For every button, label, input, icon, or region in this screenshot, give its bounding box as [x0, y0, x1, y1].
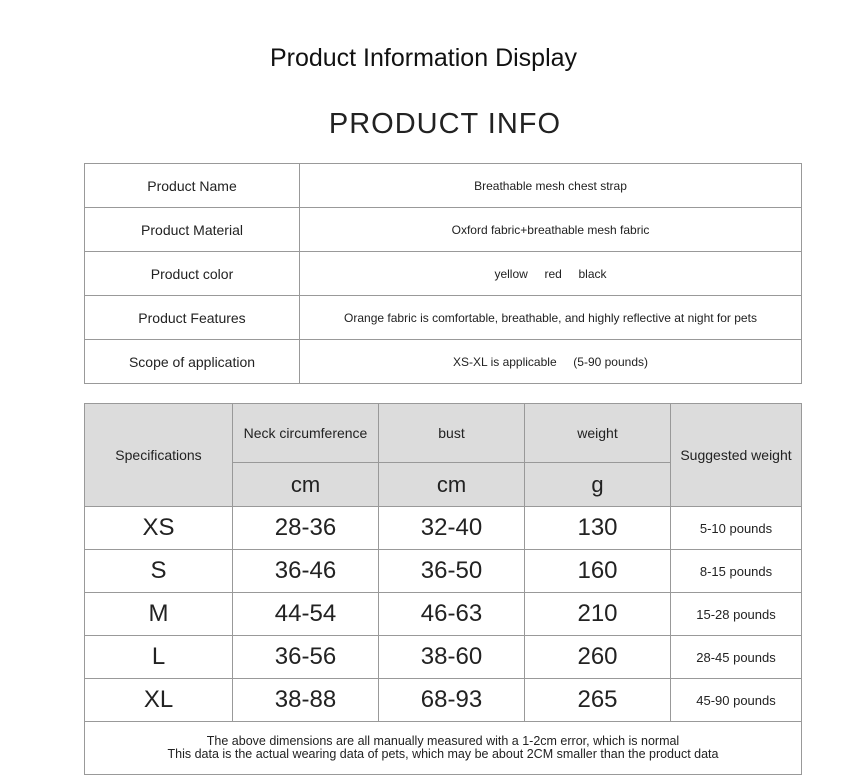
- cell-bust: 68-93: [378, 678, 525, 722]
- size-row: M 44-54 46-63 210 15-28 pounds: [84, 592, 802, 636]
- info-row: Product Features Orange fabric is comfort…: [84, 295, 802, 340]
- header-bust: bust: [378, 403, 525, 463]
- info-label: Scope of application: [84, 339, 300, 384]
- info-row: Scope of application XS-XL is applicable …: [84, 339, 802, 384]
- cell-bust: 32-40: [378, 506, 525, 550]
- info-label: Product color: [84, 251, 300, 296]
- cell-bust: 38-60: [378, 635, 525, 679]
- cell-size: L: [84, 635, 233, 679]
- cell-bust: 46-63: [378, 592, 525, 636]
- cell-bust: 36-50: [378, 549, 525, 593]
- cell-neck: 36-56: [232, 635, 379, 679]
- cell-weight: 210: [524, 592, 671, 636]
- cell-weight: 265: [524, 678, 671, 722]
- header-suggested-weight: Suggested weight: [670, 403, 802, 507]
- info-value: yellow red black: [299, 251, 802, 296]
- size-row: S 36-46 36-50 160 8-15 pounds: [84, 549, 802, 593]
- product-info-table: Product Name Breathable mesh chest strap P…: [84, 163, 802, 384]
- note-2: This data is the actual wearing data of …: [167, 747, 719, 761]
- cell-weight: 260: [524, 635, 671, 679]
- note-1: The above dimensions are all manually me…: [206, 734, 680, 748]
- cell-neck: 36-46: [232, 549, 379, 593]
- page-title: Product Information Display: [269, 44, 578, 72]
- info-value: XS-XL is applicable (5-90 pounds): [299, 339, 802, 384]
- info-row: Product Material Oxford fabric+breathable…: [84, 207, 802, 252]
- info-label: Product Name: [84, 163, 300, 208]
- size-chart-table: Specifications Neck circumference bust w…: [84, 403, 802, 775]
- cell-size: XS: [84, 506, 233, 550]
- info-value: Breathable mesh chest strap: [299, 163, 802, 208]
- size-row: L 36-56 38-60 260 28-45 pounds: [84, 635, 802, 679]
- cell-suggested: 45-90 pounds: [670, 678, 802, 722]
- info-row: Product Name Breathable mesh chest strap: [84, 163, 802, 208]
- cell-neck: 44-54: [232, 592, 379, 636]
- unit-weight: g: [524, 462, 671, 507]
- cell-suggested: 8-15 pounds: [670, 549, 802, 593]
- info-label: Product Material: [84, 207, 300, 252]
- cell-size: XL: [84, 678, 233, 722]
- cell-size: M: [84, 592, 233, 636]
- cell-neck: 28-36: [232, 506, 379, 550]
- info-value: Oxford fabric+breathable mesh fabric: [299, 207, 802, 252]
- info-label: Product Features: [84, 295, 300, 340]
- unit-neck: cm: [232, 462, 379, 507]
- cell-weight: 160: [524, 549, 671, 593]
- header-neck: Neck circumference: [232, 403, 379, 463]
- size-row: XL 38-88 68-93 265 45-90 pounds: [84, 678, 802, 722]
- unit-bust: cm: [378, 462, 525, 507]
- cell-size: S: [84, 549, 233, 593]
- cell-suggested: 15-28 pounds: [670, 592, 802, 636]
- cell-suggested: 28-45 pounds: [670, 635, 802, 679]
- section-title: PRODUCT INFO: [328, 108, 562, 140]
- cell-suggested: 5-10 pounds: [670, 506, 802, 550]
- info-row: Product color yellow red black: [84, 251, 802, 296]
- footnote: The above dimensions are all manually me…: [84, 721, 802, 775]
- header-weight: weight: [524, 403, 671, 463]
- cell-weight: 130: [524, 506, 671, 550]
- header-size: Specifications: [84, 403, 233, 507]
- cell-neck: 38-88: [232, 678, 379, 722]
- size-row: XS 28-36 32-40 130 5-10 pounds: [84, 506, 802, 550]
- info-value: Orange fabric is comfortable, breathable…: [299, 295, 802, 340]
